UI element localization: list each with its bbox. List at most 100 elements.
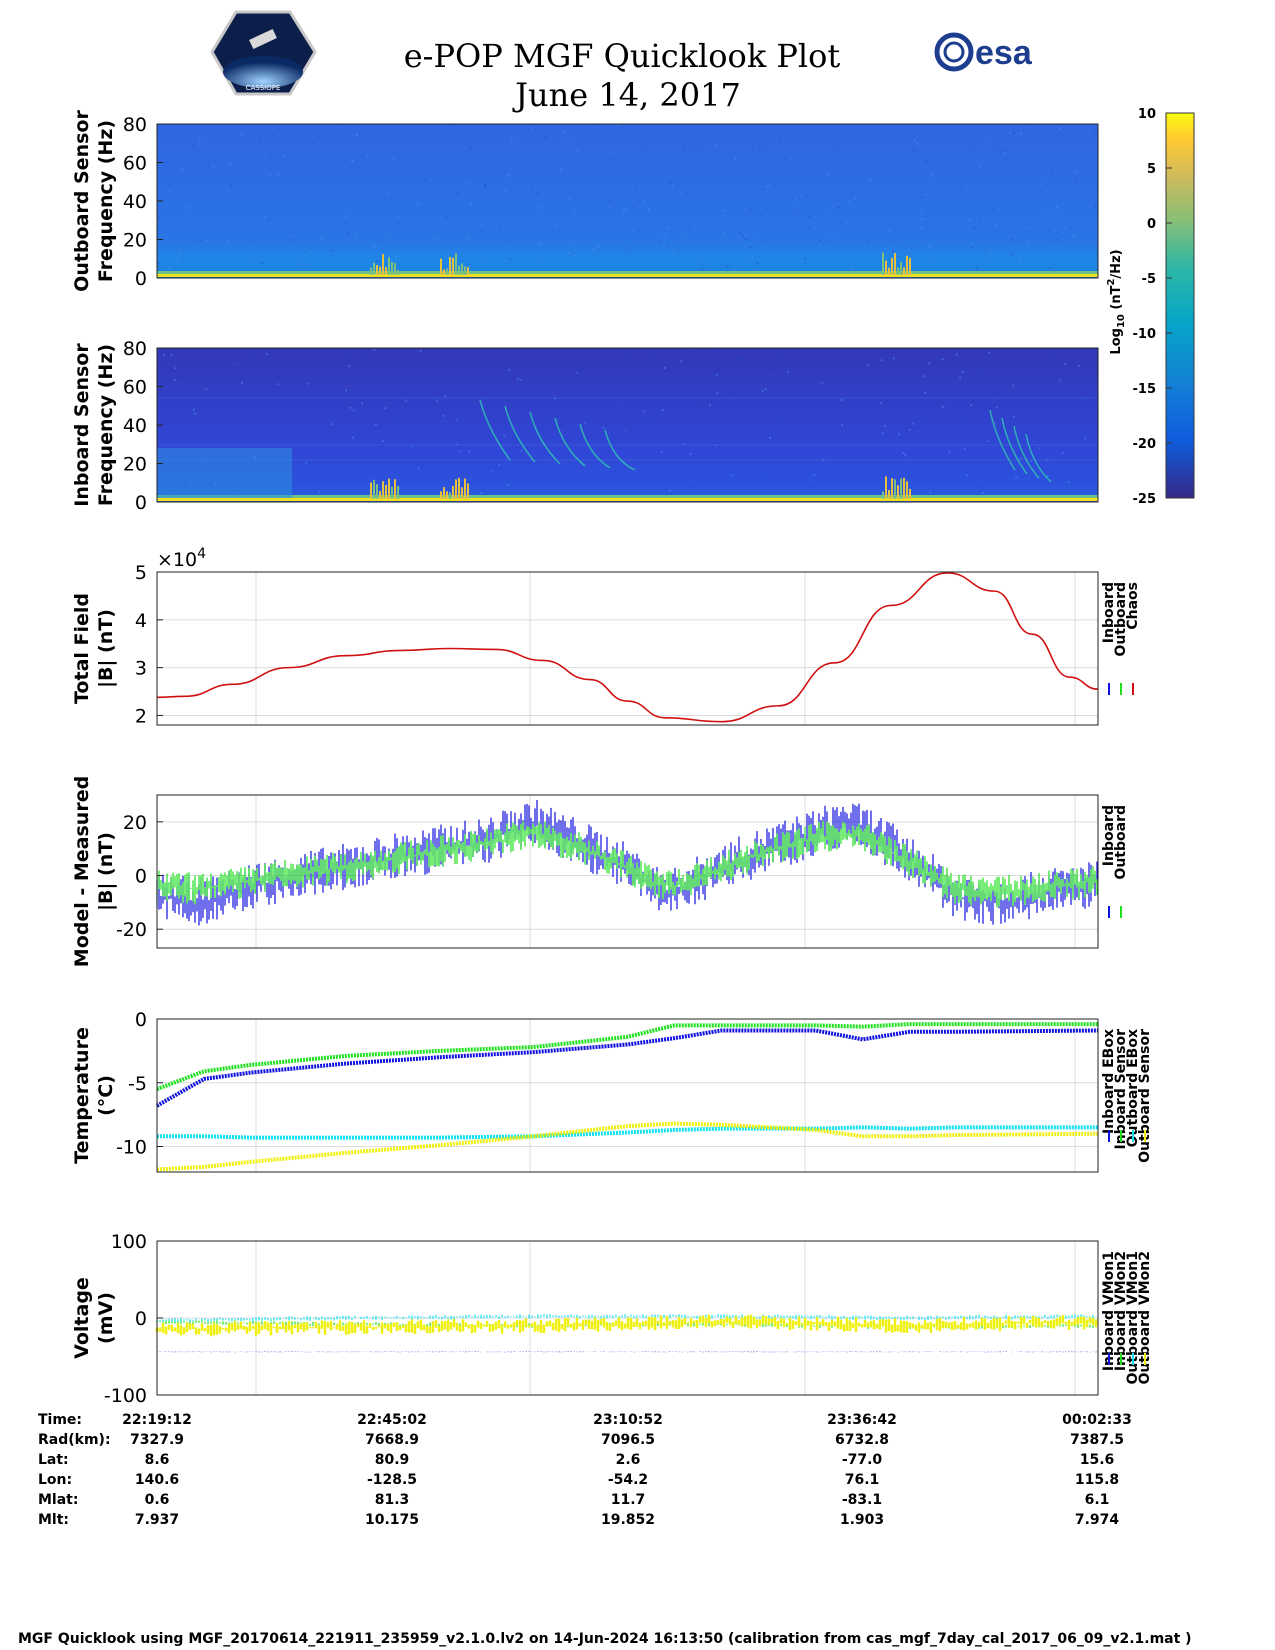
legend-label: Inboard EBox (1101, 1029, 1117, 1134)
table-cell: 81.3 (375, 1492, 410, 1508)
legend-label: Inboard (1101, 805, 1117, 866)
table-cell: -54.2 (608, 1472, 648, 1488)
spectral-burst (370, 482, 372, 499)
spectral-burst (464, 478, 466, 499)
table-cell: 6.1 (1085, 1492, 1110, 1508)
spectral-burst (382, 254, 384, 275)
spectral-burst (391, 262, 393, 275)
y-axis-label: Model - Measured (71, 776, 93, 967)
table-cell: 22:45:02 (357, 1412, 427, 1428)
y-tick-label: 2 (135, 705, 147, 727)
table-cell: 10.175 (365, 1512, 419, 1528)
spectral-burst (373, 262, 375, 275)
y-tick-label: 80 (123, 114, 147, 136)
spectral-burst (376, 265, 378, 275)
y-tick-label: 40 (123, 415, 147, 437)
legend-label: Outboard VMon2 (1137, 1251, 1153, 1385)
legend-label: Outboard (1113, 805, 1129, 880)
plot-area (157, 1019, 1098, 1172)
legend-label: Inboard Sensor (1113, 1029, 1129, 1150)
spectral-burst (882, 252, 884, 275)
colorbar-tick-label: -25 (1133, 492, 1157, 507)
series-line-outboard-ebox (157, 1125, 1098, 1140)
legend-label: Inboard (1101, 582, 1117, 643)
table-cell: 7.937 (135, 1512, 179, 1528)
colorbar-tick-label: 0 (1147, 217, 1156, 232)
spectral-burst (467, 483, 469, 499)
spectral-burst (388, 478, 390, 499)
panel-2: Inboard Sensor Frequency (Hz) 0 20 40 60 80 (71, 338, 1099, 514)
spectral-burst (382, 481, 384, 499)
table-cell: 0.6 (145, 1492, 170, 1508)
table-cell: 1.903 (840, 1512, 884, 1528)
spectral-burst (909, 257, 911, 275)
spectral-burst (455, 479, 457, 499)
spectral-burst (894, 253, 896, 275)
spectral-burst (461, 263, 463, 275)
table-cell: 7387.5 (1070, 1432, 1124, 1448)
y-tick-label: -100 (104, 1385, 147, 1407)
table-cell: 6732.8 (835, 1432, 889, 1448)
axes-frame (156, 794, 1099, 949)
spectral-burst (900, 261, 902, 275)
table-row-label: Lat: (38, 1452, 69, 1468)
legend-label: Outboard Sensor (1137, 1029, 1153, 1163)
low-frequency-band (157, 274, 1098, 277)
spectral-burst (909, 488, 911, 499)
spectral-burst (397, 485, 399, 499)
spectral-burst (455, 253, 457, 275)
table-cell: 8.6 (145, 1452, 170, 1468)
y-axis-label: Frequency (Hz) (95, 120, 117, 282)
spectral-burst (388, 257, 390, 275)
y-axis-label: Voltage (71, 1277, 93, 1359)
colorbar-tick-label: -20 (1133, 437, 1157, 452)
footer-note: MGF Quicklook using MGF_20170614_221911_… (18, 1631, 1192, 1647)
table-cell: 22:19:12 (122, 1412, 192, 1428)
spectral-burst (888, 267, 890, 275)
spectral-burst (440, 258, 442, 275)
table-cell: 11.7 (611, 1492, 646, 1508)
table-row-label: Lon: (38, 1472, 72, 1488)
table-row-label: Rad(km): (38, 1432, 111, 1448)
y-tick-label: 3 (135, 658, 147, 680)
spectral-burst (888, 490, 890, 499)
whistler-trace (554, 417, 586, 467)
series-line-inboard-sensor (156, 1022, 1098, 1091)
table-cell: 19.852 (601, 1512, 655, 1528)
table-row-label: Mlat: (38, 1492, 78, 1508)
panel-1: Outboard Sensor Frequency (Hz) 0 20 40 60 80 (71, 110, 1099, 292)
colorbar-tick-label: -10 (1133, 327, 1157, 342)
spectral-burst (440, 491, 442, 499)
series-line-inboard-ebox (156, 1028, 1099, 1108)
y-tick-label: 0 (135, 1009, 147, 1031)
spectrogram-image (157, 348, 1098, 502)
y-axis-label: |B| (nT) (95, 609, 117, 688)
spectral-burst (897, 485, 899, 499)
y-axis-label: (mV) (95, 1292, 117, 1344)
whistler-trace (1001, 417, 1028, 475)
y-tick-label: 5 (135, 562, 147, 584)
spectral-burst (891, 478, 893, 499)
spectral-burst (461, 487, 463, 499)
table-cell: 140.6 (135, 1472, 179, 1488)
axis-exponent: ×104 (157, 546, 206, 571)
colorbar: 10 5 0 -5 -10 -15 -20 -25 Log10 (nT2/Hz) (1106, 107, 1195, 507)
series-line-chaos (156, 572, 1099, 723)
y-tick-label: 4 (135, 610, 147, 632)
spectral-burst (885, 476, 887, 499)
spectral-burst (379, 490, 381, 499)
esa-logo: esa (934, 32, 1033, 72)
y-axis-label: Inboard Sensor (71, 343, 93, 507)
low-frequency-band (157, 498, 1098, 501)
spectral-burst (906, 255, 908, 275)
spectral-burst (397, 269, 399, 275)
colorbar-label: Log10 (nT2/Hz) (1106, 249, 1127, 354)
legend-label: Outboard (1113, 582, 1129, 657)
table-cell: 23:36:42 (827, 1412, 897, 1428)
spectral-burst (449, 256, 451, 275)
spectral-burst (373, 479, 375, 499)
